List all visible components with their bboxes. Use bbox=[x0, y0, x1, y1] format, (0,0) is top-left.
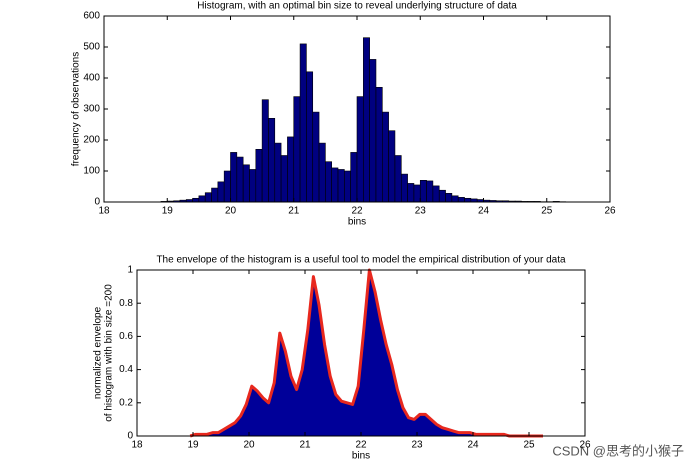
y-tick-label: 0 bbox=[94, 197, 100, 208]
y-tick-label: 400 bbox=[83, 73, 100, 84]
x-axis-label: bins bbox=[352, 451, 370, 462]
bar bbox=[287, 136, 295, 203]
bar bbox=[318, 142, 326, 203]
bar bbox=[445, 193, 453, 203]
x-tick-label: 24 bbox=[467, 440, 479, 451]
y-tick-label: 0.4 bbox=[119, 364, 133, 375]
x-tick-label: 18 bbox=[131, 440, 143, 451]
x-tick-label: 26 bbox=[604, 206, 616, 217]
x-tick-label: 18 bbox=[98, 206, 110, 217]
bar bbox=[268, 118, 276, 203]
x-tick-label: 26 bbox=[579, 440, 591, 451]
y-tick-label: 600 bbox=[83, 11, 100, 22]
bar bbox=[426, 180, 434, 203]
bar bbox=[464, 197, 472, 203]
x-tick-label: 25 bbox=[523, 440, 535, 451]
x-tick-label: 19 bbox=[187, 440, 199, 451]
bar bbox=[293, 96, 301, 203]
bar bbox=[331, 167, 339, 203]
bar bbox=[419, 180, 427, 203]
bar bbox=[299, 43, 307, 203]
x-tick-label: 20 bbox=[243, 440, 255, 451]
bar bbox=[198, 195, 206, 203]
y-axis-label: of histogram with bin size =200 bbox=[104, 284, 115, 422]
x-tick-label: 21 bbox=[299, 440, 311, 451]
y-tick-label: 0.2 bbox=[119, 397, 133, 408]
x-tick-label: 22 bbox=[355, 440, 367, 451]
x-tick-label: 25 bbox=[541, 206, 553, 217]
y-tick-label: 0.6 bbox=[119, 331, 133, 342]
y-tick-label: 0.8 bbox=[119, 298, 133, 309]
y-axis-label: normalized envelope bbox=[93, 306, 104, 399]
y-tick-label: 1 bbox=[127, 265, 133, 276]
x-tick-label: 21 bbox=[288, 206, 300, 217]
bar bbox=[356, 96, 364, 203]
y-tick-label: 0 bbox=[127, 431, 133, 442]
bar bbox=[337, 169, 345, 203]
bar bbox=[236, 156, 244, 203]
bar bbox=[261, 99, 269, 203]
bar bbox=[255, 149, 263, 203]
x-tick-label: 19 bbox=[162, 206, 174, 217]
bar bbox=[350, 152, 358, 203]
bar bbox=[363, 37, 370, 203]
bar bbox=[438, 189, 446, 203]
y-tick-label: 100 bbox=[83, 166, 100, 177]
bar bbox=[451, 195, 459, 203]
bar bbox=[306, 71, 314, 203]
bar bbox=[381, 111, 389, 203]
chart-title: The envelope of the histogram is a usefu… bbox=[156, 255, 566, 266]
bar bbox=[274, 142, 282, 203]
bar bbox=[394, 155, 402, 203]
bar bbox=[312, 111, 320, 203]
bar bbox=[249, 169, 257, 203]
envelope-line bbox=[189, 268, 543, 438]
bar bbox=[204, 192, 212, 203]
x-tick-label: 22 bbox=[351, 206, 363, 217]
y-tick-label: 200 bbox=[83, 135, 100, 146]
chart-title: Histogram, with an optimal bin size to r… bbox=[197, 1, 517, 12]
x-tick-label: 24 bbox=[478, 206, 490, 217]
bar bbox=[407, 183, 415, 203]
bar bbox=[432, 185, 440, 203]
bar bbox=[223, 170, 231, 203]
bar bbox=[369, 59, 377, 203]
y-tick-label: 300 bbox=[83, 104, 100, 115]
x-tick-label: 23 bbox=[411, 440, 423, 451]
bar bbox=[242, 164, 250, 203]
bar bbox=[217, 181, 225, 203]
x-axis-label: bins bbox=[348, 217, 366, 228]
bar bbox=[230, 152, 238, 203]
watermark: CSDN @思考的小猴子 bbox=[552, 443, 684, 458]
y-axis-label: frequency of observations bbox=[71, 52, 82, 167]
x-tick-label: 20 bbox=[225, 206, 237, 217]
bar bbox=[325, 161, 332, 203]
bar bbox=[192, 197, 200, 203]
bar bbox=[413, 184, 421, 203]
y-tick-label: 500 bbox=[83, 42, 100, 53]
area bbox=[190, 270, 543, 436]
bar bbox=[211, 187, 219, 203]
bar bbox=[457, 197, 465, 203]
bar bbox=[400, 173, 408, 203]
bar bbox=[388, 130, 396, 203]
x-tick-label: 23 bbox=[415, 206, 427, 217]
bar bbox=[280, 155, 288, 203]
bar bbox=[375, 87, 383, 203]
bar bbox=[344, 170, 351, 203]
